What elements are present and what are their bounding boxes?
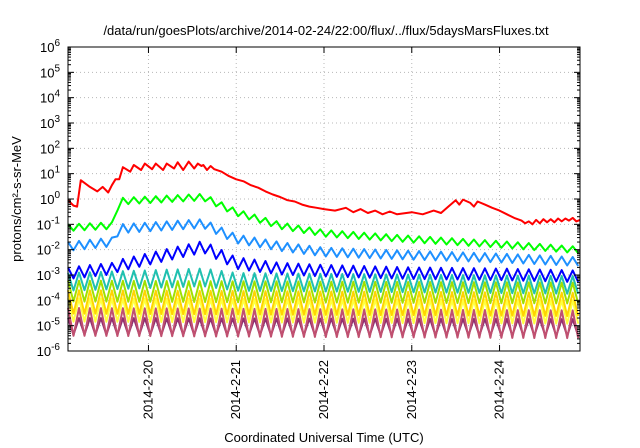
- series-line-9: [67, 307, 580, 340]
- series-line-6: [67, 279, 580, 305]
- x-tick-label: 2014-2-22: [316, 360, 331, 419]
- series-line-7: [67, 289, 580, 317]
- x-tick-label: 2014-2-23: [404, 360, 419, 419]
- y-axis-label: protons/cm²-s-sr-MeV: [9, 136, 24, 262]
- y-tick-label: 105: [40, 63, 60, 80]
- x-tick-label: 2014-2-24: [492, 360, 507, 419]
- y-tick-label: 10-5: [37, 317, 61, 334]
- data-series: [67, 160, 581, 340]
- series-line-3: [67, 218, 580, 267]
- x-tick-label: 2014-2-20: [140, 360, 155, 419]
- y-tick-label: 10-3: [37, 266, 61, 283]
- y-tick-label: 104: [40, 89, 60, 106]
- series-line-4: [67, 240, 580, 283]
- y-tick-label: 10-1: [37, 215, 61, 232]
- chart-title: /data/run/goesPlots/archive/2014-02-24/2…: [103, 23, 549, 38]
- y-tick-label: 106: [40, 38, 60, 55]
- series-line-2: [67, 193, 579, 254]
- y-tick-label: 10-2: [37, 241, 61, 258]
- y-tick-label: 100: [40, 190, 60, 207]
- series-line-8: [67, 297, 580, 325]
- x-tick-label: 2014-2-21: [228, 360, 243, 419]
- y-tick-label: 10-4: [37, 291, 61, 308]
- x-axis-label: Coordinated Universal Time (UTC): [224, 430, 423, 445]
- y-tick-label: 101: [40, 165, 60, 182]
- y-axis: 10-6 10-5 10-4 10-3 10-2 10-1 100 101 102 103 104 1…: [37, 38, 580, 359]
- series-line-1: [67, 160, 581, 226]
- y-tick-label: 102: [40, 139, 60, 156]
- y-tick-label: 10-6: [37, 342, 61, 359]
- series-line-5: [67, 267, 580, 295]
- y-tick-label: 103: [40, 114, 60, 131]
- x-axis: 2014-2-20 2014-2-21 2014-2-22 2014-2-23 2014…: [140, 47, 507, 419]
